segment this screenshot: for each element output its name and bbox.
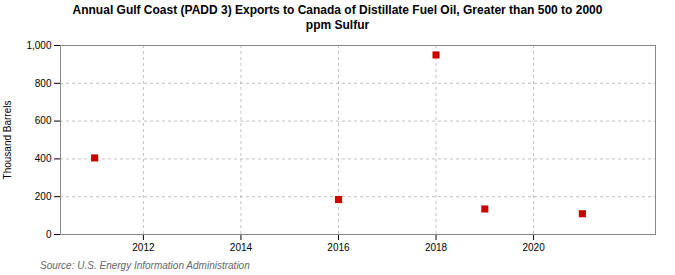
html-text:Source: U.S. Energy Informatio: Source: U.S. Energy Information Administ… <box>40 260 250 271</box>
svg-text:Thousand Barrels: Thousand Barrels <box>2 101 13 180</box>
svg-text:2020: 2020 <box>522 242 545 253</box>
html-text:Annual Gulf Coast (PADD 3) Exp: Annual Gulf Coast (PADD 3) Exports to Ca… <box>72 3 603 32</box>
svg-text:2018: 2018 <box>425 242 448 253</box>
svg-text:1,000: 1,000 <box>26 40 51 51</box>
svg-text:800: 800 <box>35 78 52 89</box>
svg-text:2012: 2012 <box>132 242 155 253</box>
svg-text:200: 200 <box>35 191 52 202</box>
svg-text:0: 0 <box>46 229 52 240</box>
svg-text:2014: 2014 <box>230 242 253 253</box>
svg-text:400: 400 <box>35 153 52 164</box>
svg-text:600: 600 <box>35 115 52 126</box>
svg-text:2016: 2016 <box>327 242 350 253</box>
